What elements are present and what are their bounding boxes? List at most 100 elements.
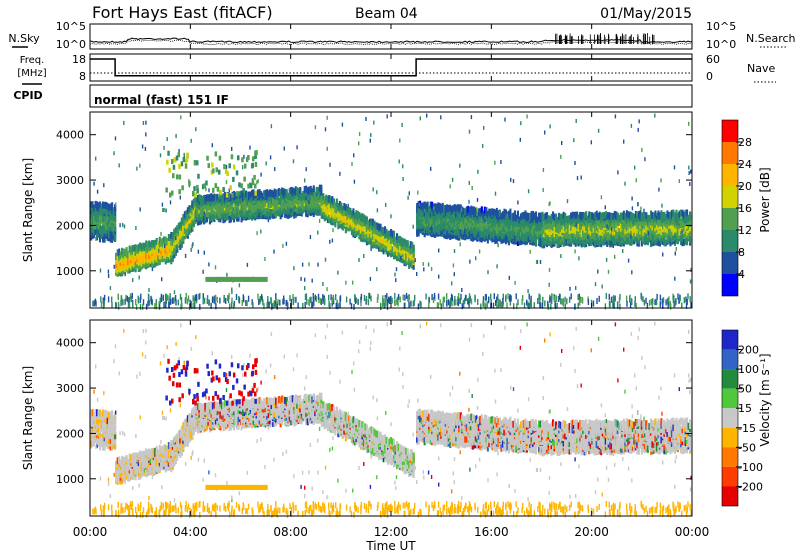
- power-cell: [423, 215, 426, 223]
- power-cell: [293, 199, 296, 207]
- power-cell: [278, 188, 281, 195]
- power-cell: [393, 230, 396, 238]
- beam-label: Beam 04: [355, 6, 418, 22]
- power-cell: [214, 209, 217, 217]
- power-scatter: [636, 211, 638, 216]
- power-cell: [598, 225, 601, 232]
- power-cell: [405, 244, 408, 252]
- power-cell: [486, 236, 489, 244]
- power-cell: [167, 240, 170, 248]
- power-cell: [606, 240, 609, 247]
- power-cell: [279, 188, 282, 196]
- power-cell: [371, 238, 374, 246]
- power-cell: [680, 236, 683, 244]
- power-cell: [564, 212, 567, 220]
- power-scatter: [160, 231, 162, 236]
- power-cell: [402, 250, 405, 258]
- power-cell: [385, 243, 388, 251]
- power-cell: [498, 209, 501, 217]
- power-cell: [379, 223, 382, 231]
- power-cell: [261, 192, 264, 200]
- power-cell: [329, 210, 332, 218]
- power-cell: [284, 210, 287, 218]
- power-scatter: [135, 226, 137, 230]
- power-scatter: [675, 246, 677, 251]
- power-cell: [384, 226, 387, 234]
- noise-right-tick-bottom: 10^0: [706, 38, 736, 51]
- power-cell: [579, 219, 582, 227]
- power-scatter: [549, 124, 551, 129]
- power-cell: [121, 257, 124, 265]
- power-cell: [686, 209, 689, 217]
- power-scatter: [618, 296, 621, 303]
- power-cell: [628, 238, 631, 246]
- power-scatter: [128, 302, 131, 309]
- power-cell: [97, 202, 100, 210]
- power-cell: [239, 210, 242, 218]
- power-cell: [136, 245, 139, 253]
- power-cell: [164, 236, 167, 244]
- power-cell: [349, 221, 352, 229]
- power-scatter: [274, 167, 276, 172]
- power-cell: [269, 200, 272, 208]
- power-cell: [189, 205, 192, 213]
- power-scatter: [539, 298, 541, 305]
- power-scatter: [523, 302, 526, 309]
- power-cell: [663, 219, 666, 227]
- power-cell: [615, 229, 618, 237]
- power-cell: [601, 218, 604, 226]
- freq-tick-8: 8: [79, 70, 86, 83]
- power-cell: [649, 215, 652, 223]
- power-cell: [305, 185, 308, 193]
- power-scatter: [658, 187, 660, 192]
- power-cell: [143, 242, 146, 250]
- power-cell: [243, 192, 246, 200]
- power-cell: [105, 212, 108, 220]
- power-cell: [338, 213, 341, 221]
- power-cell: [453, 208, 456, 216]
- power-scatter: [516, 303, 518, 310]
- power-cell: [639, 218, 642, 226]
- power-scatter: [370, 247, 372, 251]
- power-scatter: [351, 161, 353, 166]
- power-cell: [459, 221, 462, 229]
- power-cell: [516, 239, 519, 246]
- power-cell: [556, 226, 559, 233]
- power-scatter: [561, 141, 563, 145]
- power-cell: [465, 232, 468, 240]
- power-cell: [391, 235, 394, 243]
- power-cell: [585, 237, 588, 245]
- power-cell: [544, 229, 547, 237]
- power-cell: [285, 188, 288, 196]
- power-scatter: [313, 300, 315, 307]
- power-scatter: [193, 301, 195, 308]
- power-cell: [258, 189, 261, 197]
- power-cell: [282, 188, 285, 196]
- power-cell: [146, 241, 149, 249]
- power-cell: [642, 221, 645, 229]
- power-cell: [447, 205, 450, 213]
- power-cell: [525, 222, 528, 230]
- power-scatter: [673, 301, 675, 308]
- power-scatter: [482, 296, 485, 303]
- power-cell: [547, 228, 550, 236]
- power-scatter: [496, 302, 498, 309]
- power-cell: [158, 256, 161, 264]
- power-cell: [651, 211, 654, 219]
- power-cell: [367, 220, 370, 228]
- power-cell: [577, 214, 580, 222]
- power-cell: [314, 206, 317, 214]
- power-cell: [362, 231, 365, 239]
- power-scatter: [625, 295, 628, 302]
- power-scatter: [578, 256, 580, 261]
- power-cell: [183, 227, 186, 234]
- power-cell: [171, 232, 174, 239]
- power-scatter: [469, 218, 472, 223]
- power-cell: [251, 193, 254, 201]
- power-scatter: [131, 292, 133, 299]
- power-scatter: [165, 208, 167, 213]
- power-cell: [562, 223, 565, 231]
- power-scatter: [191, 244, 193, 249]
- power-cell: [270, 194, 273, 201]
- power-cell: [186, 218, 189, 226]
